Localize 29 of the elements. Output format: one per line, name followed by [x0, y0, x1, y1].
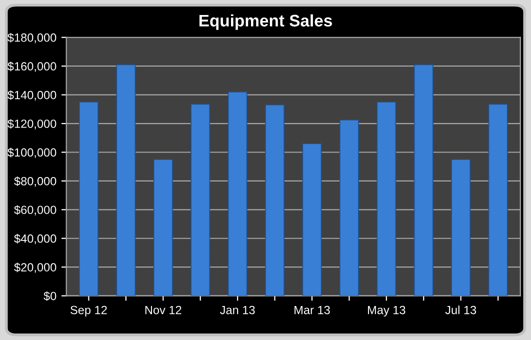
y-tick-label: $160,000	[8, 62, 56, 72]
bar	[116, 64, 136, 296]
chart-title: Equipment Sales	[199, 14, 332, 30]
y-tick-label: $20,000	[14, 262, 56, 273]
bar	[302, 143, 322, 296]
bar	[78, 102, 98, 296]
bar	[228, 92, 248, 296]
y-tick-label: $180,000	[8, 32, 56, 44]
y-tick-label: $140,000	[8, 90, 56, 101]
x-tick-label: Jul 13	[445, 306, 476, 314]
bar	[376, 102, 396, 296]
bar	[414, 64, 434, 296]
x-tick-label: May 13	[368, 306, 406, 317]
x-tick-label: Sep 12	[70, 306, 107, 317]
x-tick-label: Nov 12	[145, 306, 182, 314]
x-tick-label: Jan 13	[220, 306, 255, 314]
x-tick-label: Mar 13	[294, 306, 330, 314]
y-tick-label: $60,000	[14, 205, 56, 216]
bar	[153, 159, 173, 296]
y-tick-label: $40,000	[14, 234, 56, 244]
y-tick-label: $100,000	[8, 148, 56, 158]
bar	[190, 104, 210, 296]
bar	[339, 120, 359, 296]
y-tick-label: $80,000	[14, 176, 56, 187]
y-tick-label: $120,000	[8, 119, 56, 130]
y-tick-label: $0	[44, 291, 56, 301]
bar	[488, 104, 508, 296]
bar	[451, 159, 471, 296]
bar	[265, 104, 284, 296]
